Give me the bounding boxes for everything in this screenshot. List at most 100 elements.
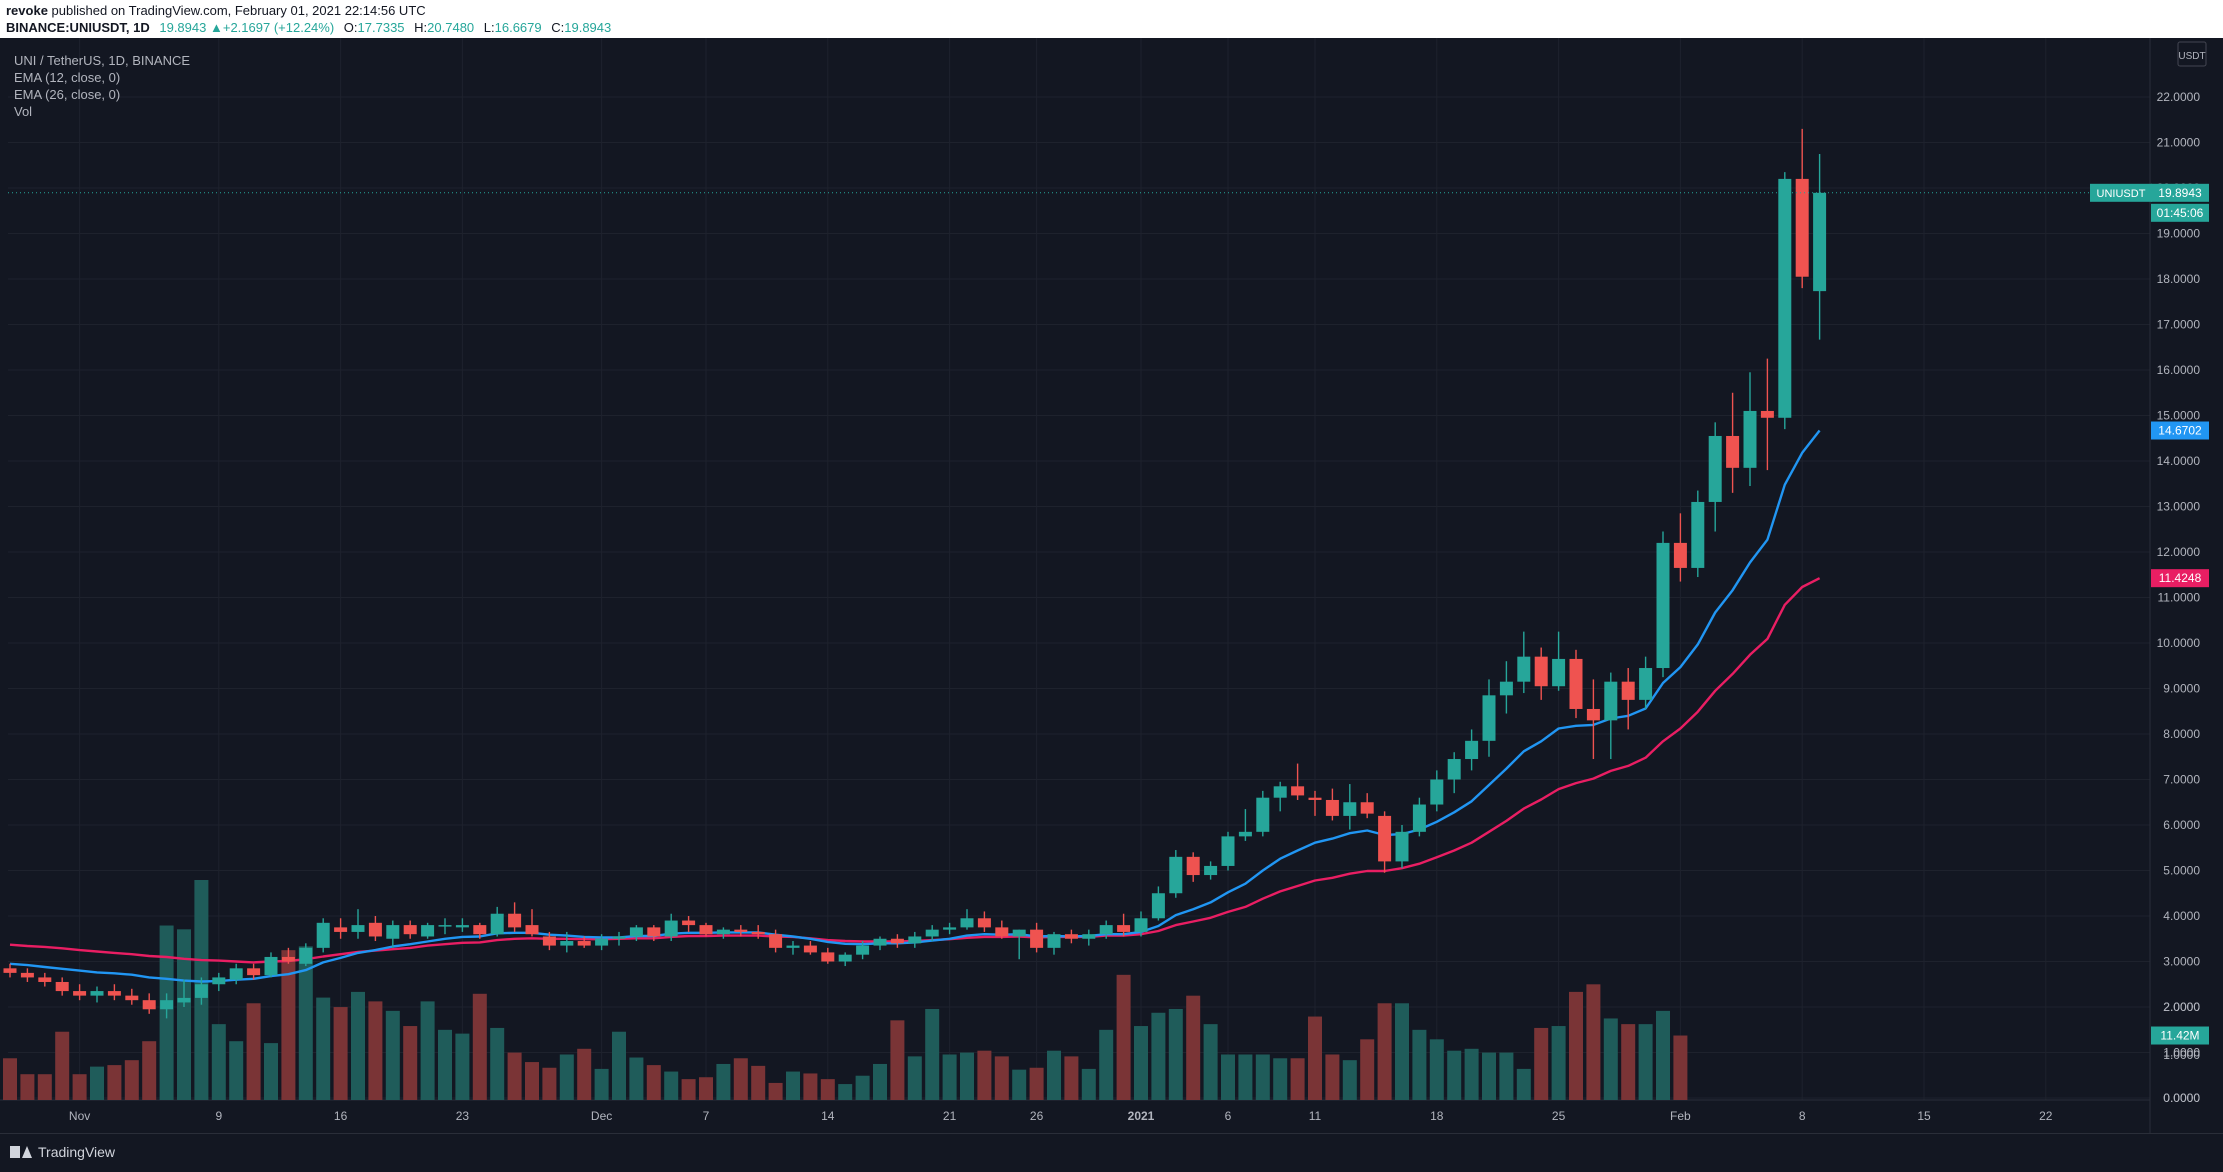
legend-volume[interactable]: Vol (14, 104, 33, 119)
candle-body (421, 925, 435, 937)
candle-body (1482, 695, 1496, 741)
candle-body (542, 936, 556, 946)
volume-bar (1186, 995, 1201, 1100)
candle-body (577, 941, 591, 946)
candle-body (716, 929, 730, 935)
candle-body (1082, 934, 1096, 939)
volume-bar (490, 1027, 505, 1100)
high-label: H: (414, 20, 428, 35)
candle-body (612, 936, 626, 939)
volume-bar (1238, 1054, 1253, 1100)
legend-ema12[interactable]: EMA (12, close, 0) (14, 70, 121, 85)
volume-bar (211, 1024, 226, 1100)
candle-body (229, 968, 243, 980)
candle-body (386, 925, 400, 939)
x-tick-label: 2021 (1128, 1109, 1155, 1123)
legend-ema26[interactable]: EMA (26, close, 0) (14, 87, 121, 102)
candle-body (838, 954, 852, 962)
volume-bar (594, 1068, 609, 1100)
candle-body (699, 925, 713, 935)
candle-body (595, 938, 609, 946)
y-tick-label: 4.0000 (2163, 909, 2200, 923)
candle-body (281, 956, 295, 962)
x-tick-label: Dec (591, 1109, 612, 1123)
candle-body (1813, 192, 1827, 292)
y-tick-label: 9.0000 (2163, 682, 2200, 696)
open-value: 17.7335 (357, 20, 405, 35)
volume-bar (1012, 1069, 1027, 1100)
candle-body (90, 991, 104, 996)
ema26-price-tag-text: 11.4248 (2159, 571, 2202, 585)
volume-bar (907, 1056, 922, 1100)
candle-body (1447, 759, 1461, 780)
legend-symbol-title[interactable]: UNI / TetherUS, 1D, BINANCE (14, 53, 191, 68)
volume-bar (403, 1026, 418, 1100)
candle-body (1186, 856, 1200, 876)
volume-bar (368, 1001, 383, 1100)
volume-bar (1673, 1035, 1688, 1100)
candle-body (1760, 410, 1774, 418)
chart-legend: UNI / TetherUS, 1D, BINANCE EMA (12, clo… (14, 52, 190, 120)
volume-bar (612, 1031, 626, 1100)
volume-bar (977, 1050, 992, 1100)
volume-bar (1447, 1050, 1462, 1100)
volume-bar (1081, 1068, 1096, 1100)
volume-bar (438, 1029, 452, 1100)
currency-badge (2177, 41, 2207, 67)
volume-bar (1429, 1039, 1444, 1100)
candle-body (560, 941, 574, 946)
volume-bar (1134, 1026, 1148, 1100)
candle-body (1360, 802, 1374, 814)
candle-body (1430, 779, 1444, 805)
volume-bar (1656, 1010, 1670, 1100)
last-price-tag-text: 19.8943 (2158, 186, 2202, 200)
candle-body (403, 925, 417, 935)
volume-bar (942, 1054, 957, 1100)
volume-bar (820, 1079, 835, 1100)
volume-bar (577, 1048, 592, 1100)
y-tick-label: 16.0000 (2157, 363, 2201, 377)
volume-bar (1638, 1024, 1653, 1100)
x-tick-label: Feb (1670, 1109, 1691, 1123)
candle-body (455, 925, 469, 928)
high-value: 20.7480 (427, 20, 475, 35)
volume-bar (107, 1065, 122, 1100)
candle-body (1412, 804, 1426, 832)
volume-bar (142, 1041, 157, 1100)
tradingview-logo[interactable]: TradingView (10, 1144, 115, 1160)
candle-body (1569, 658, 1583, 709)
candle-body (821, 952, 835, 962)
volume-bar (420, 1001, 435, 1100)
candle-body (1778, 178, 1792, 418)
volume-bar (1325, 1054, 1340, 1100)
chart-background (0, 38, 2223, 1133)
candle-body (1117, 925, 1131, 932)
candle-body (351, 925, 365, 932)
price-chart[interactable]: 0.0000 1.0000 2.0000 3.0000 4.0000 5.0000 6.00… (0, 38, 2223, 1133)
symbol-tag (2090, 183, 2152, 202)
volume-bar (768, 1082, 783, 1100)
low-value: 16.6679 (494, 20, 542, 35)
volume-bar (873, 1063, 887, 1100)
y-tick-label: 11.0000 (2158, 591, 2201, 605)
candle-body (1030, 929, 1044, 948)
candle-body (1256, 797, 1270, 832)
author-name[interactable]: revoke (6, 3, 48, 18)
countdown-tag-text: 01:45:06 (2157, 206, 2204, 220)
ohlc-line: BINANCE:UNIUSDT, 1D 19.8943 ▲+2.1697 (+1… (6, 20, 611, 35)
volume-bar (177, 929, 191, 1100)
candle-body (20, 972, 34, 978)
volume-bar (1342, 1060, 1357, 1100)
volume-bar (1047, 1050, 1061, 1100)
currency-label: USDT (2178, 51, 2205, 62)
volume-bar (90, 1066, 104, 1100)
candle-body (1673, 542, 1687, 568)
y-tick-label: 5.0000 (2163, 864, 2200, 878)
candle-body (1639, 668, 1653, 700)
volume-bar (1290, 1058, 1305, 1100)
candle-body (1499, 681, 1513, 696)
volume-bar (559, 1054, 574, 1100)
candle-body (1099, 925, 1113, 935)
volume-bar (1569, 991, 1583, 1100)
candle-body (943, 927, 957, 930)
